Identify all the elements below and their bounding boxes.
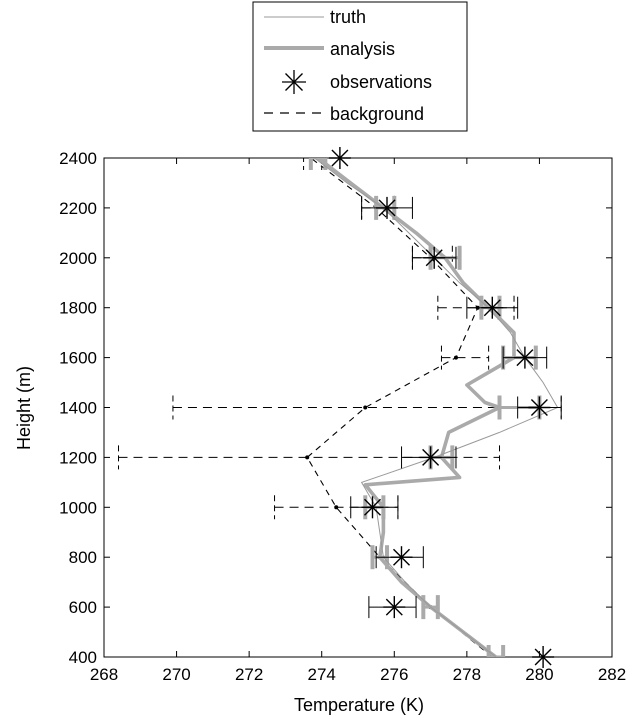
observation-marker (328, 147, 351, 169)
x-axis-label: Temperature (K) (294, 695, 424, 715)
observation-marker (532, 646, 555, 668)
plot-content (118, 158, 562, 657)
observation-marker-stroke (385, 598, 403, 616)
observation-marker-stroke (425, 249, 443, 267)
observation-marker-stroke (422, 448, 440, 466)
y-tick-label: 2000 (59, 249, 97, 268)
y-tick-label: 1600 (59, 349, 97, 368)
observation-marker-stroke (364, 498, 381, 516)
legend-observations-label: observations (330, 72, 432, 92)
y-tick-label: 400 (69, 648, 97, 667)
background-point (305, 455, 310, 460)
y-axis-label: Height (m) (14, 366, 34, 450)
y-tick-label: 1200 (59, 448, 97, 467)
observation-marker-stroke (393, 548, 410, 566)
background-point (453, 355, 458, 360)
y-tick-label: 1800 (59, 299, 97, 318)
y-tick-label: 2400 (59, 149, 97, 168)
x-tick-label: 270 (162, 665, 190, 684)
observation-marker (419, 446, 442, 469)
background-point (334, 505, 339, 510)
observation-marker (361, 496, 384, 519)
observation-marker-stroke (331, 149, 349, 167)
observation-marker (513, 346, 536, 369)
x-tick-label: 280 (525, 665, 553, 684)
background-line (306, 158, 493, 657)
observation-marker (383, 596, 406, 619)
y-tick-label: 600 (69, 598, 97, 617)
legend-truth-label: truth (330, 7, 366, 27)
observation-marker-stroke (483, 299, 501, 317)
y-tick-label: 2200 (59, 199, 97, 218)
legend-analysis-label: analysis (330, 39, 395, 59)
legend: truth analysis observations background (252, 1, 468, 132)
plot-area: 268 270 272 274 276 278 280 282 400 600 800 1000 120… (59, 147, 626, 684)
observation-marker (528, 396, 551, 419)
y-tick-label: 1400 (59, 399, 97, 418)
observation-marker-stroke (530, 399, 548, 416)
x-tick-label: 276 (380, 665, 408, 684)
observation-marker-stroke (516, 349, 534, 367)
legend-observations-swatch (282, 70, 306, 94)
y-tick-label: 800 (69, 548, 97, 567)
background-point (363, 405, 368, 410)
observation-marker-stroke (378, 199, 396, 217)
x-tick-label: 278 (453, 665, 481, 684)
observation-marker-stroke (534, 648, 552, 666)
analysis-line (317, 158, 516, 657)
observation-marker (481, 296, 504, 319)
observation-marker (423, 246, 446, 269)
x-tick-label: 274 (308, 665, 336, 684)
y-tick-label: 1000 (59, 498, 97, 517)
x-tick-label: 272 (235, 665, 263, 684)
observation-marker (390, 546, 413, 569)
observation-marker (376, 196, 398, 219)
x-tick-label: 282 (598, 665, 626, 684)
legend-background-label: background (330, 104, 424, 124)
x-tick-label: 268 (90, 665, 118, 684)
